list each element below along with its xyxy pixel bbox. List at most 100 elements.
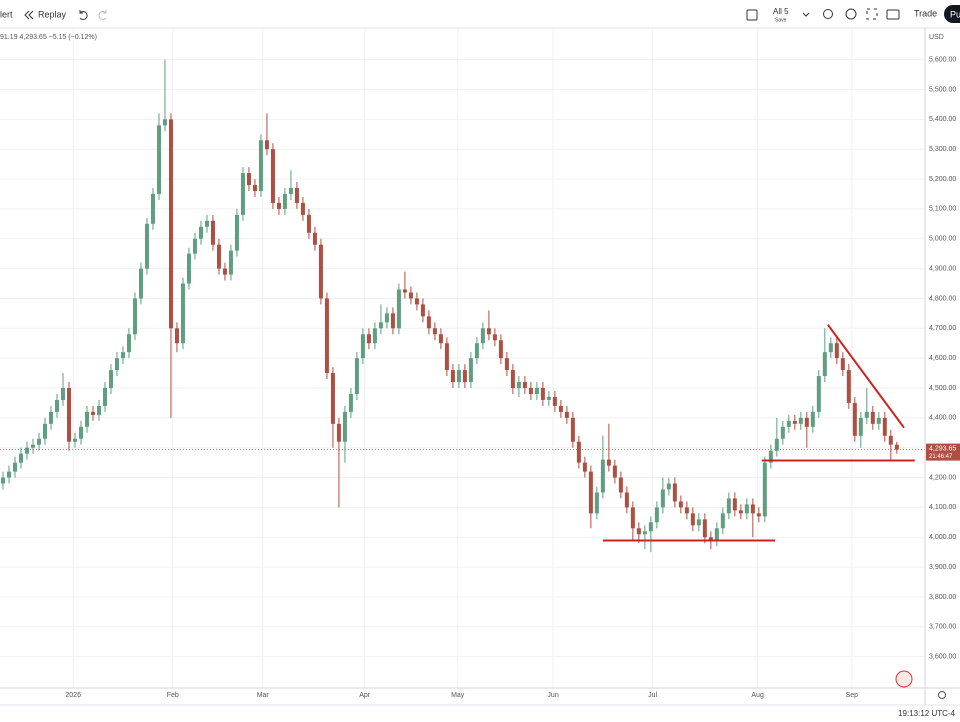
axes: USD 91.19 4,293.65 −5.15 (−0.12%) 3,600.… — [0, 28, 960, 705]
candle-body — [822, 352, 827, 377]
search-button[interactable] — [823, 9, 833, 19]
candle-body — [858, 417, 863, 436]
candle-body — [594, 492, 599, 514]
layout-icon[interactable] — [746, 9, 758, 21]
replay-button[interactable]: Replay — [38, 9, 67, 19]
candle-body — [534, 388, 539, 394]
layout-dropdown[interactable] — [802, 12, 810, 17]
y-tick-label: 3,800.00 — [929, 594, 956, 601]
candle-body — [498, 340, 503, 359]
alert-button[interactable]: lert — [0, 9, 13, 19]
candle-body — [798, 417, 803, 424]
candle-body — [576, 441, 581, 463]
layout-name[interactable]: All 5 — [773, 7, 789, 16]
candle-body — [174, 328, 179, 344]
candle-body — [558, 405, 563, 412]
candle-body — [348, 393, 353, 412]
candle-body — [588, 471, 593, 514]
candle-body — [342, 411, 347, 442]
candle-body — [816, 376, 821, 412]
snapshot-button[interactable] — [886, 9, 900, 20]
publish-button[interactable] — [944, 5, 960, 23]
candle-body — [840, 358, 845, 371]
y-tick-label: 3,700.00 — [929, 624, 956, 631]
undo-button[interactable] — [79, 10, 88, 20]
candle-body — [852, 402, 857, 436]
last-price-label: 4,293.65 — [929, 445, 956, 452]
candle-body — [468, 358, 473, 383]
settings-button[interactable] — [845, 8, 857, 20]
candle-body — [108, 370, 113, 388]
status-clock: 19:13:12 UTC-4 — [898, 709, 955, 718]
trend-line — [827, 324, 905, 429]
candle-body — [102, 388, 107, 406]
axis-settings[interactable] — [938, 691, 946, 699]
candle-body — [810, 411, 815, 427]
save-label[interactable]: Save — [775, 17, 787, 23]
candle-body — [522, 382, 527, 388]
candle-body — [684, 507, 689, 514]
candle-body — [516, 382, 521, 388]
candle-body — [690, 513, 695, 526]
redo-button[interactable] — [98, 10, 107, 20]
candle-body — [432, 328, 437, 335]
replay-icon — [24, 10, 34, 20]
candle-body — [282, 193, 287, 209]
events-badge[interactable] — [895, 670, 913, 688]
candle-body — [288, 188, 293, 194]
x-tick-label: May — [451, 692, 465, 699]
candle-body — [354, 358, 359, 394]
candle-body — [504, 358, 509, 371]
candle-body — [138, 268, 143, 299]
candle-body — [732, 498, 737, 511]
candle-body — [492, 334, 497, 341]
candle-body — [780, 426, 785, 439]
x-tick-label: Feb — [167, 692, 179, 699]
candle-body — [276, 202, 281, 209]
candle-body — [552, 396, 557, 406]
x-tick-label: 2026 — [65, 692, 81, 699]
candle-body — [252, 185, 257, 191]
candle-body — [546, 396, 551, 400]
candle-body — [480, 328, 485, 344]
candle-body — [636, 528, 641, 535]
candle-body — [330, 373, 335, 424]
publish-label[interactable]: Pu — [950, 9, 960, 19]
candle-body — [390, 313, 395, 329]
candle-body — [120, 352, 125, 359]
candle-body — [306, 214, 311, 233]
candle-body — [648, 522, 653, 532]
candle-body — [294, 188, 299, 203]
candle-body — [192, 238, 197, 254]
y-tick-label: 4,900.00 — [929, 265, 956, 272]
candle-body — [156, 125, 161, 194]
candle-body — [72, 438, 77, 442]
candle-body — [42, 423, 47, 439]
candle-body — [738, 510, 743, 514]
candle-body — [378, 322, 383, 329]
currency-label: USD — [929, 34, 944, 41]
candle-body — [708, 537, 713, 541]
candle-body — [12, 462, 17, 472]
candle-body — [702, 519, 707, 538]
candle-body — [768, 450, 773, 463]
candle-body — [834, 343, 839, 359]
fullscreen-button[interactable] — [866, 8, 878, 20]
candle-body — [264, 140, 269, 150]
candle-body — [420, 304, 425, 317]
candle-body — [324, 298, 329, 374]
y-tick-label: 4,600.00 — [929, 355, 956, 362]
candle-body — [426, 316, 431, 329]
candle-body — [774, 438, 779, 451]
y-tick-label: 4,200.00 — [929, 474, 956, 481]
candle-body — [90, 411, 95, 415]
candle-body — [450, 370, 455, 383]
candle-body — [438, 334, 443, 344]
candle-body — [408, 292, 413, 299]
candle-body — [60, 388, 65, 400]
candle-body — [792, 420, 797, 424]
trade-button[interactable]: Trade — [914, 8, 937, 18]
candle-body — [888, 435, 893, 445]
candle-body — [384, 313, 389, 323]
